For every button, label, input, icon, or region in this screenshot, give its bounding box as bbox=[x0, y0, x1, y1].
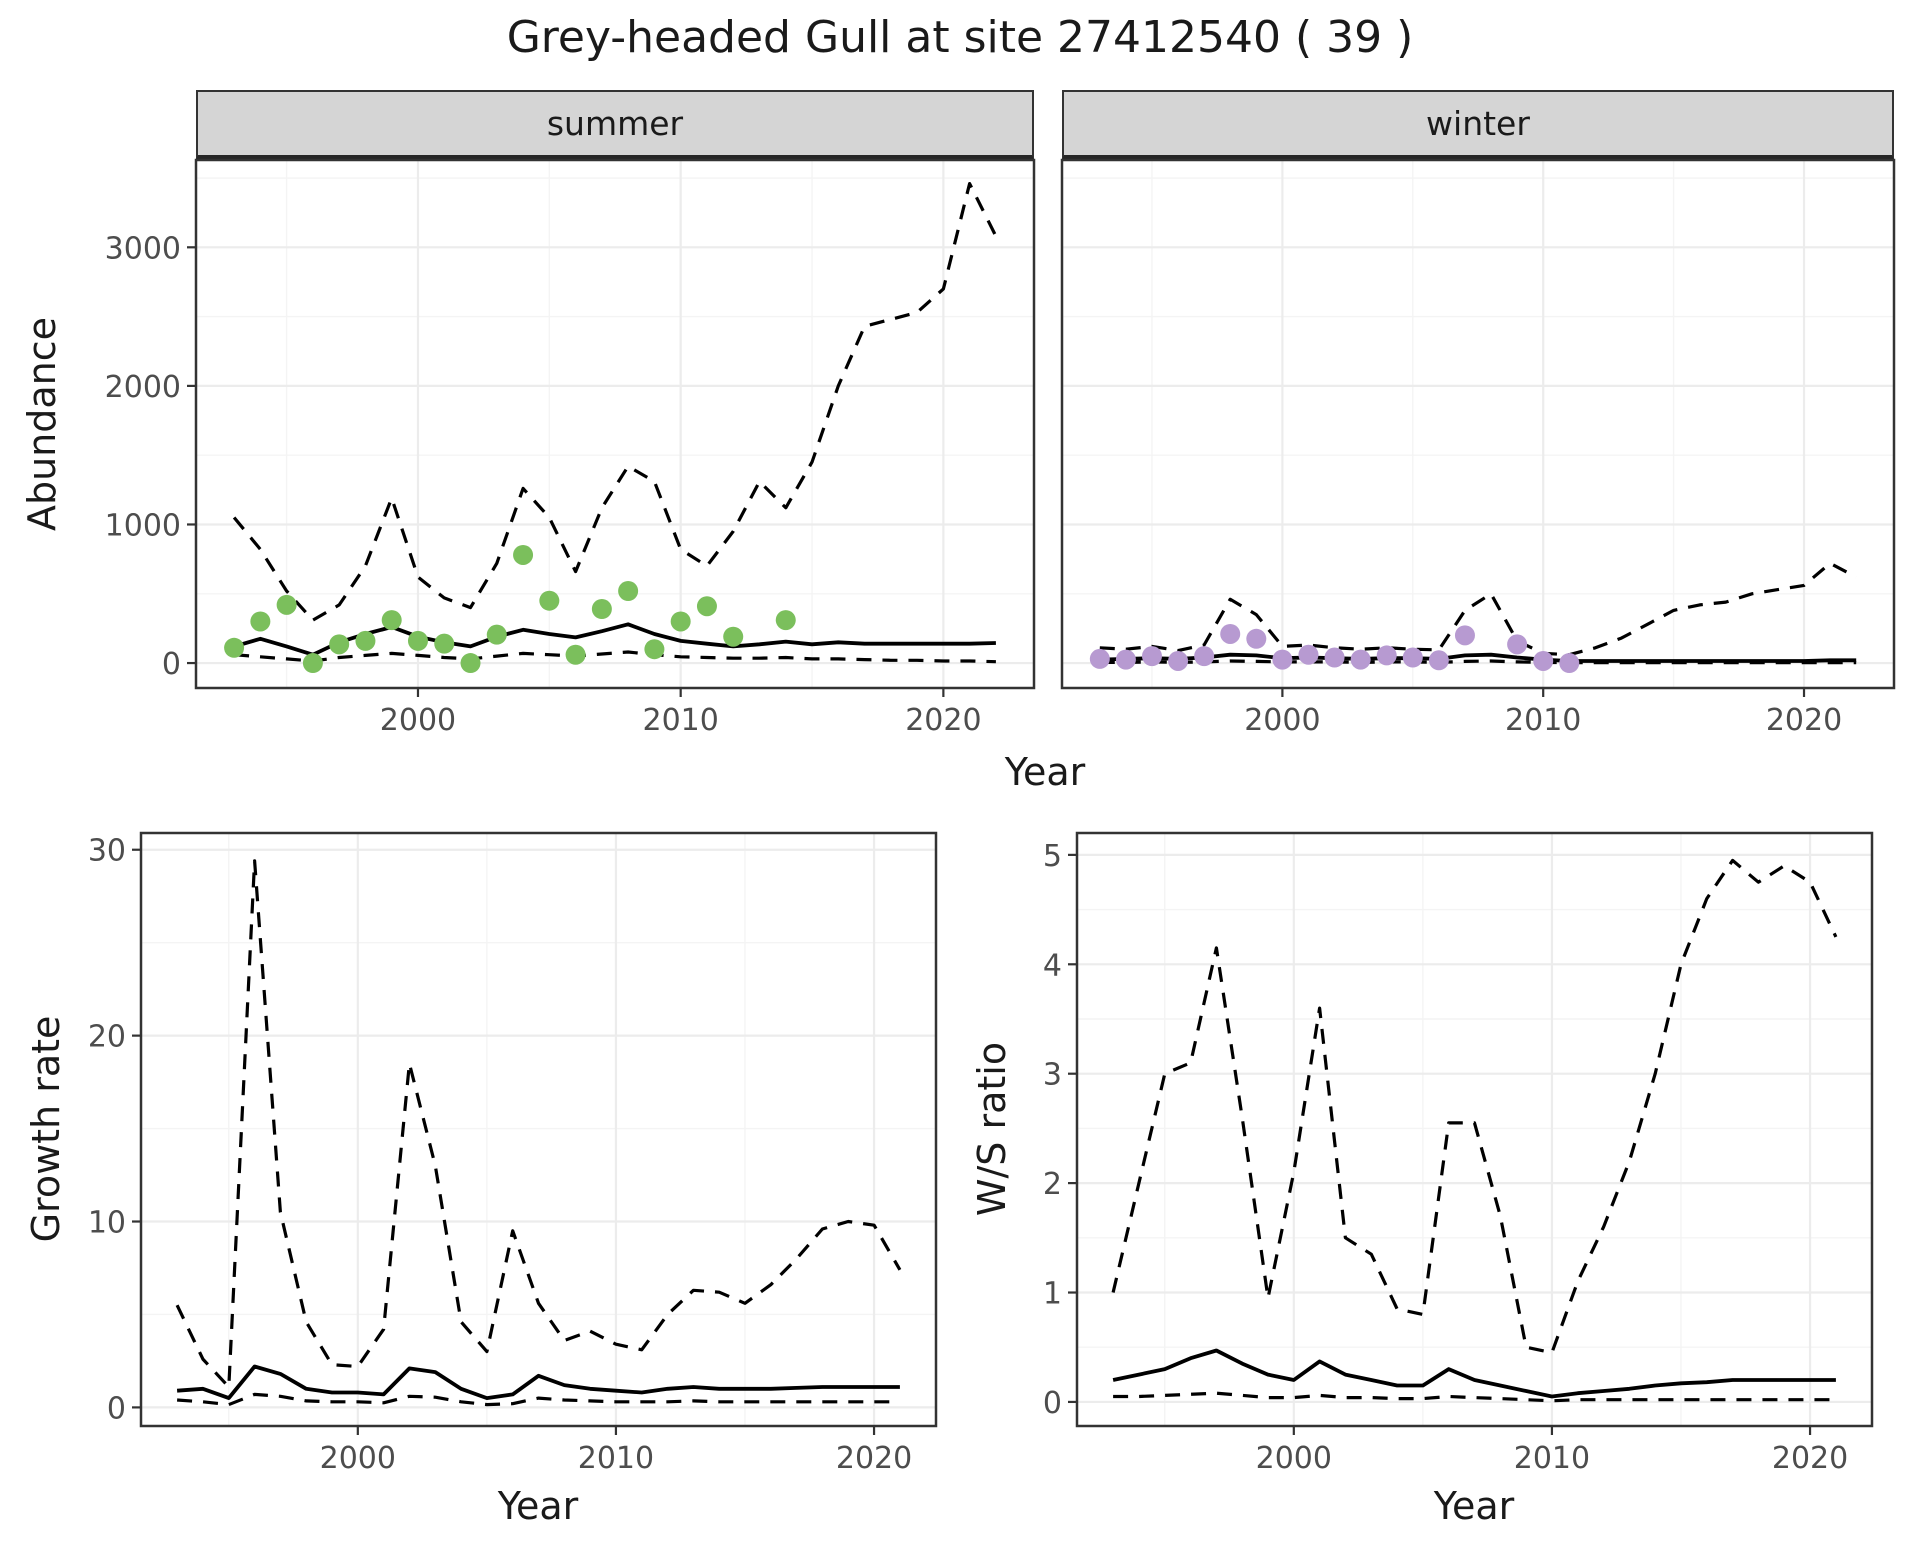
ws_ratio-median_fit bbox=[1112, 1348, 1836, 1399]
svg-text:2010: 2010 bbox=[1514, 1441, 1590, 1476]
growth_rate-upper_ci bbox=[175, 859, 902, 1389]
svg-text:2020: 2020 bbox=[1766, 703, 1842, 738]
facet-strip-summer-label: summer bbox=[546, 104, 684, 143]
svg-text:30: 30 bbox=[88, 834, 126, 869]
y-axis-title-ws-ratio: W/S ratio bbox=[970, 1041, 1014, 1217]
chart-title: Grey-headed Gull at site 27412540 ( 39 ) bbox=[506, 12, 1414, 63]
panel-abundance_winter: 2000 2010 2020 bbox=[1060, 158, 1896, 738]
facet-strip-winter: winter bbox=[1062, 90, 1894, 160]
x-axis-title-year-left: Year bbox=[497, 1484, 579, 1528]
svg-text:2020: 2020 bbox=[1772, 1441, 1848, 1476]
svg-text:1000: 1000 bbox=[105, 508, 181, 543]
abundance_winter-lower_ci bbox=[1099, 659, 1857, 665]
abundance_summer-lower_ci bbox=[233, 650, 996, 664]
svg-text:5: 5 bbox=[1043, 839, 1062, 874]
svg-text:2000: 2000 bbox=[1244, 703, 1320, 738]
svg-text:0: 0 bbox=[162, 647, 181, 682]
svg-text:0: 0 bbox=[107, 1391, 126, 1426]
abundance_winter-observed_counts bbox=[1089, 623, 1580, 674]
abundance_winter-upper_ci bbox=[1099, 561, 1857, 657]
y-axis-title-growth: Growth rate bbox=[24, 1015, 68, 1243]
abundance_summer-observed_counts bbox=[224, 544, 796, 674]
svg-text:2000: 2000 bbox=[320, 1441, 396, 1476]
svg-text:2000: 2000 bbox=[380, 703, 456, 738]
ws_ratio-lower_ci bbox=[1113, 1391, 1836, 1403]
growth_rate-lower_ci bbox=[176, 1392, 900, 1407]
svg-text:2000: 2000 bbox=[105, 370, 181, 405]
svg-text:2020: 2020 bbox=[905, 703, 981, 738]
svg-text:2010: 2010 bbox=[578, 1441, 654, 1476]
y-axis-title-abundance: Abundance bbox=[20, 316, 64, 532]
svg-text:2010: 2010 bbox=[642, 703, 718, 738]
svg-text:3000: 3000 bbox=[105, 231, 181, 266]
panel-growth_rate: 2000 2010 2020 0 10 20 30 bbox=[88, 831, 938, 1476]
ws_ratio-upper_ci bbox=[1111, 858, 1838, 1355]
facet-strip-winter-label: winter bbox=[1426, 104, 1530, 143]
svg-text:1: 1 bbox=[1043, 1277, 1062, 1312]
svg-text:10: 10 bbox=[88, 1206, 126, 1241]
x-axis-title-year-right: Year bbox=[1433, 1484, 1515, 1528]
svg-text:2000: 2000 bbox=[1256, 1441, 1332, 1476]
panel-abundance_summer: 2000 2010 2020 0 1000 2000 3000 bbox=[105, 158, 1036, 738]
x-axis-title-year-top: Year bbox=[1004, 750, 1086, 794]
growth_rate-median_fit bbox=[176, 1364, 900, 1400]
svg-text:3: 3 bbox=[1043, 1058, 1062, 1093]
panel-ws_ratio: 2000 2010 2020 0 1 2 3 4 5 bbox=[1043, 831, 1874, 1476]
svg-text:4: 4 bbox=[1043, 948, 1062, 983]
svg-text:20: 20 bbox=[88, 1020, 126, 1055]
svg-text:2: 2 bbox=[1043, 1167, 1062, 1202]
svg-text:2020: 2020 bbox=[836, 1441, 912, 1476]
svg-text:2010: 2010 bbox=[1505, 703, 1581, 738]
facet-strip-summer: summer bbox=[196, 90, 1034, 160]
svg-text:0: 0 bbox=[1043, 1386, 1062, 1421]
